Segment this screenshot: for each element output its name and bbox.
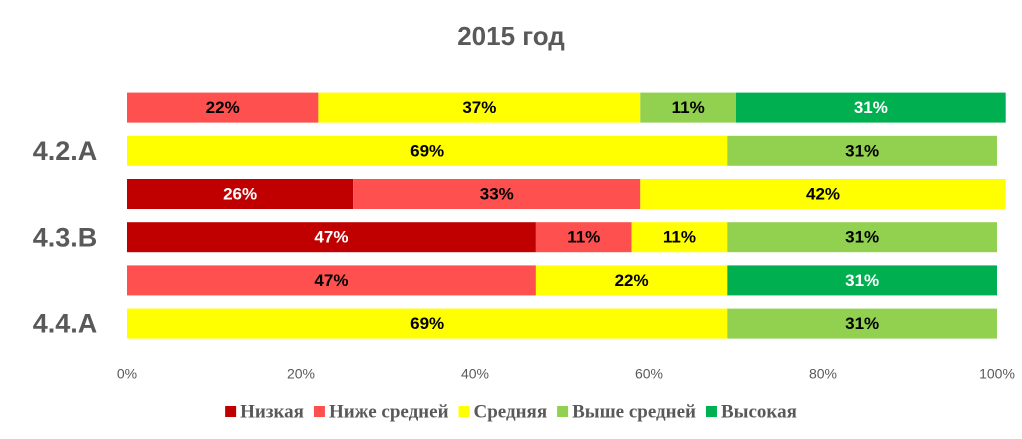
bar-segment (353, 179, 641, 209)
x-tick-label: 80% (809, 366, 837, 382)
data-label: 69% (410, 314, 444, 333)
bar-segment (535, 265, 728, 296)
bar-segment (727, 222, 997, 253)
data-label: 31% (845, 141, 879, 160)
category-label: 4.4.A (33, 309, 98, 339)
legend-label: Высокая (721, 401, 797, 422)
data-label: 31% (845, 314, 879, 333)
legend-label: Выше средней (572, 401, 696, 422)
legend-swatch (705, 406, 717, 417)
bar-segment (640, 92, 736, 123)
bar-segment (727, 135, 997, 166)
bar-segment (736, 92, 1006, 123)
data-label: 37% (462, 98, 496, 117)
x-tick-label: 100% (979, 366, 1015, 382)
bar-segment (127, 308, 728, 339)
bar-segment (727, 308, 997, 339)
bar-segment (318, 92, 641, 123)
legend-label: Средняя (474, 401, 548, 422)
bar-segment (127, 265, 536, 296)
data-label: 31% (854, 98, 888, 117)
data-label: 26% (223, 184, 257, 203)
bar-segment (631, 222, 728, 253)
data-label: 11% (567, 228, 600, 247)
data-label: 47% (314, 271, 348, 290)
data-label: 22% (615, 271, 649, 290)
data-label: 31% (845, 271, 879, 290)
data-label: 47% (314, 228, 348, 247)
bar-segment (127, 135, 728, 166)
x-tick-label: 40% (461, 366, 489, 382)
category-label: 4.2.A (33, 136, 98, 166)
bar-segment (727, 265, 997, 296)
x-tick-label: 20% (287, 366, 315, 382)
data-label: 22% (206, 98, 240, 117)
bar-segment (535, 222, 632, 253)
category-label: 4.3.B (33, 222, 98, 252)
legend-label: Низкая (240, 401, 304, 422)
bar-segment (127, 222, 536, 253)
bar-segment (640, 179, 1006, 209)
chart-title: 2015 год (457, 21, 565, 51)
data-label: 31% (845, 228, 879, 247)
legend-swatch (313, 406, 325, 417)
legend-swatch (557, 406, 569, 417)
bar-segment (127, 92, 319, 123)
x-tick-label: 0% (117, 366, 137, 382)
bar-segment (127, 179, 354, 209)
legend-label: Ниже средней (329, 401, 449, 422)
data-label: 11% (663, 228, 696, 247)
data-label: 42% (806, 184, 840, 203)
data-label: 69% (410, 141, 444, 160)
data-label: 33% (480, 184, 514, 203)
data-label: 11% (672, 98, 705, 117)
legend-swatch (458, 406, 470, 417)
legend-swatch (225, 406, 237, 417)
x-tick-label: 60% (635, 366, 663, 382)
